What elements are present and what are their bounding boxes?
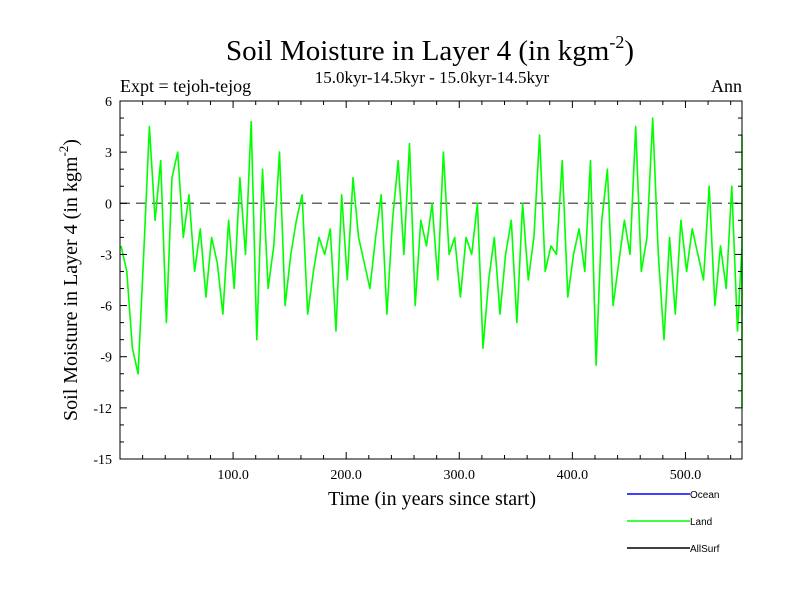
legend-label-allsurf: AllSurf [690, 544, 720, 555]
y-axis-label: Soil Moisture in Layer 4 (in kgm-2) [56, 139, 82, 421]
series-line-land [120, 117, 743, 409]
x-tick-label: 200.0 [330, 468, 362, 483]
y-axis-label-sup: -2 [56, 146, 71, 157]
y-tick-label: 6 [105, 95, 112, 110]
y-tick-label: -3 [100, 248, 112, 263]
subtitle-center: 15.0kyr-14.5kyr - 15.0kyr-14.5kyr [315, 68, 550, 87]
plot-frame [119, 100, 743, 460]
subtitle-right: Ann [711, 76, 742, 96]
y-tick-label: 0 [105, 197, 112, 212]
legend-label-ocean: Ocean [690, 490, 719, 501]
x-tick-label: 500.0 [670, 468, 702, 483]
legend-label-land: Land [690, 517, 712, 528]
x-tick-label: 400.0 [557, 468, 589, 483]
x-tick-label: 100.0 [217, 468, 249, 483]
x-axis-label: Time (in years since start) [328, 488, 536, 510]
chart-title: Soil Moisture in Layer 4 (in kgm-2) [226, 32, 634, 67]
y-tick-label: -6 [100, 300, 112, 315]
y-axis-label-close: ) [60, 139, 82, 146]
y-tick-label: -9 [100, 351, 112, 366]
chart-title-sup: -2 [609, 32, 624, 52]
y-tick-label: -12 [93, 402, 112, 417]
y-tick-label: 3 [105, 146, 112, 161]
subtitle-left: Expt = tejoh-tejog [120, 76, 251, 96]
y-tick-label: -15 [93, 453, 112, 468]
x-tick-label: 300.0 [444, 468, 476, 483]
chart-title-close: ) [624, 35, 634, 67]
